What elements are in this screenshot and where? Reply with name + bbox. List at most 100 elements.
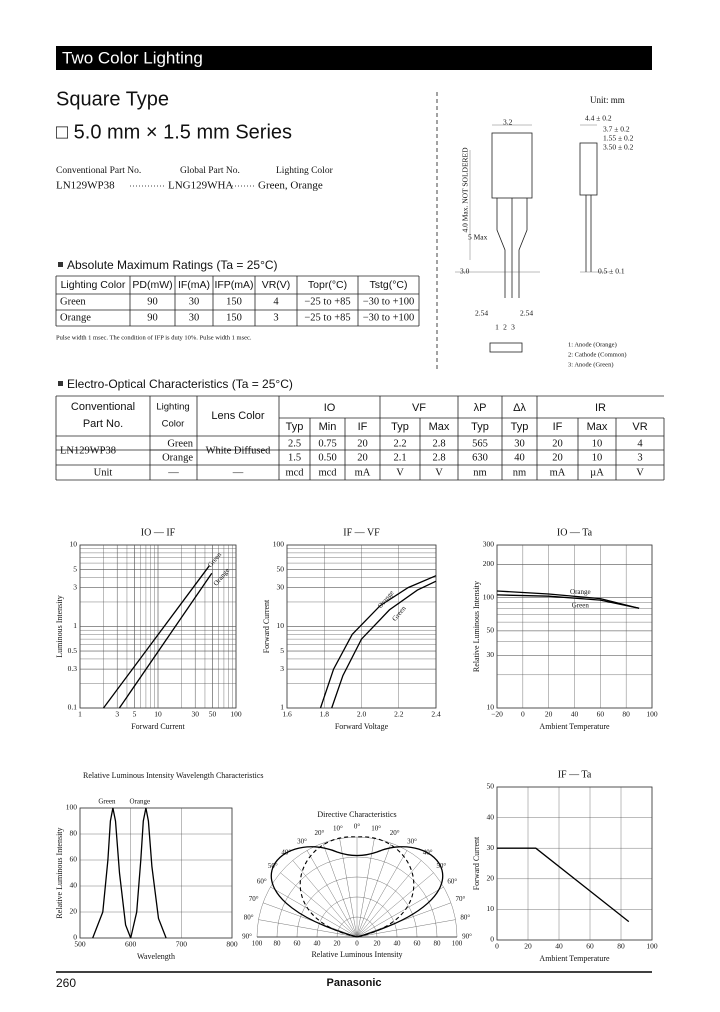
chart-title: Relative Luminous Intensity Wavelength C…: [83, 771, 264, 780]
table-header: λP: [474, 402, 487, 414]
x-tick-label: 1.6: [282, 710, 292, 719]
dimension: 5 Max: [468, 233, 488, 242]
part-value: Green, Orange: [258, 180, 323, 192]
table-cell: nm: [473, 467, 486, 478]
table-subheader: Typ: [286, 421, 304, 433]
table-cell: µA: [590, 467, 604, 478]
page-title: Two Color Lighting: [62, 48, 203, 67]
polar-spoke: [356, 919, 456, 938]
scale-label: 60: [294, 940, 302, 948]
table-cell: —: [167, 467, 179, 478]
table-cell: 150: [226, 312, 242, 323]
x-tick-label: 2.4: [431, 710, 441, 719]
x-tick-label: 40: [571, 710, 579, 719]
polar-spoke: [356, 842, 392, 938]
table-cell: —: [232, 467, 244, 478]
table-cell: 10: [592, 452, 603, 463]
x-tick-label: 2.0: [357, 710, 367, 719]
table-cell: −30 to +100: [363, 296, 415, 307]
curve: [496, 590, 640, 609]
table-cell: mcd: [318, 467, 337, 478]
angle-label: 0°: [354, 823, 361, 831]
product-series: □ 5.0 mm × 1.5 mm Series: [56, 121, 292, 143]
y-axis-label: Luminous Intensity: [55, 595, 64, 657]
dimension: 3.0: [460, 267, 470, 276]
x-tick-label: 100: [646, 942, 658, 951]
y-tick-label: 1: [73, 621, 77, 630]
header-bar: [56, 46, 652, 70]
table-cell: 4: [637, 438, 643, 449]
table-subheader: VR: [632, 421, 647, 433]
product-type: Square Type: [56, 88, 169, 110]
dimension: 3.7 ± 0.2: [603, 125, 630, 134]
scale-label: 80: [434, 940, 442, 948]
curve: [319, 575, 437, 709]
y-tick-label: 10: [487, 703, 495, 712]
table-header: Color: [162, 419, 185, 430]
table-header: IFP(mA): [214, 279, 253, 291]
y-tick-label: 30: [487, 843, 495, 852]
table-header: IR: [595, 402, 606, 414]
directive-curve: [299, 836, 415, 938]
pin-legend: 1: Anode (Orange): [568, 341, 617, 348]
dimension: 4.0 Max. NOT SOLDERED: [461, 147, 470, 233]
table-header: Conventional: [71, 401, 135, 413]
x-tick-label: 40: [555, 942, 563, 951]
table-cell: V: [636, 467, 644, 478]
angle-label: 20°: [314, 829, 324, 837]
polar-spoke: [292, 860, 358, 938]
y-tick-label: 50: [487, 626, 495, 635]
x-tick-label: 60: [597, 710, 605, 719]
dimension: 4.4 ± 0.2: [585, 114, 612, 123]
chart-title: Directive Characteristics: [317, 810, 396, 819]
outline-drawing: [455, 124, 610, 353]
curve: [118, 572, 213, 709]
table-cell: mA: [550, 467, 566, 478]
scale-label: 20: [374, 940, 382, 948]
x-axis-label: Ambient Temperature: [539, 954, 610, 963]
table-cell: nm: [513, 467, 526, 478]
angle-label: 60°: [447, 878, 457, 886]
y-tick-label: 0.5: [68, 646, 78, 655]
table-cell: 565: [472, 438, 488, 449]
x-axis-label: Relative Luminous Intensity: [311, 950, 402, 959]
angle-label: 30°: [407, 837, 417, 845]
polar-spoke: [258, 919, 358, 938]
table-subheader: Typ: [391, 421, 409, 433]
table-subheader: Max: [429, 421, 450, 433]
table-subheader: IF: [553, 421, 563, 433]
note: Pulse width 1 msec. The condition of IFP…: [56, 334, 252, 341]
dimension: 2.54: [520, 309, 533, 318]
y-tick-label: 0: [73, 933, 77, 942]
table-header: Δλ: [513, 402, 526, 414]
table-cell: LN129WP38: [60, 445, 116, 456]
page-number: 260: [56, 976, 76, 990]
x-tick-label: 3: [115, 710, 119, 719]
curve: [102, 565, 210, 709]
x-tick-label: 0: [495, 942, 499, 951]
scale-label: 40: [394, 940, 402, 948]
part-value: LNG129WHA: [168, 180, 233, 192]
x-axis-label: Forward Voltage: [335, 722, 389, 731]
table-header: Lens Color: [211, 410, 265, 422]
table-cell: −25 to +85: [304, 296, 350, 307]
scale-label: 80: [274, 940, 282, 948]
y-tick-label: 3: [73, 582, 77, 591]
bullet: [58, 381, 63, 386]
scale-label: 20: [334, 940, 342, 948]
angle-label: 90°: [242, 933, 252, 941]
y-tick-label: 1: [280, 703, 284, 712]
angle-label: 50°: [436, 862, 446, 870]
y-tick-label: 300: [483, 540, 495, 549]
table-cell: 20: [357, 452, 368, 463]
table-cell: 40: [514, 452, 525, 463]
x-tick-label: 60: [586, 942, 594, 951]
y-tick-label: 50: [487, 782, 495, 791]
y-axis-label: Relative Luminous Intensity: [472, 581, 481, 672]
y-tick-label: 20: [70, 907, 78, 916]
table-header: IO: [324, 402, 336, 414]
scale-label: 100: [452, 940, 463, 948]
table-cell: 30: [514, 438, 525, 449]
y-tick-label: 0.1: [68, 703, 78, 712]
y-axis-label: Forward Current: [472, 836, 481, 890]
